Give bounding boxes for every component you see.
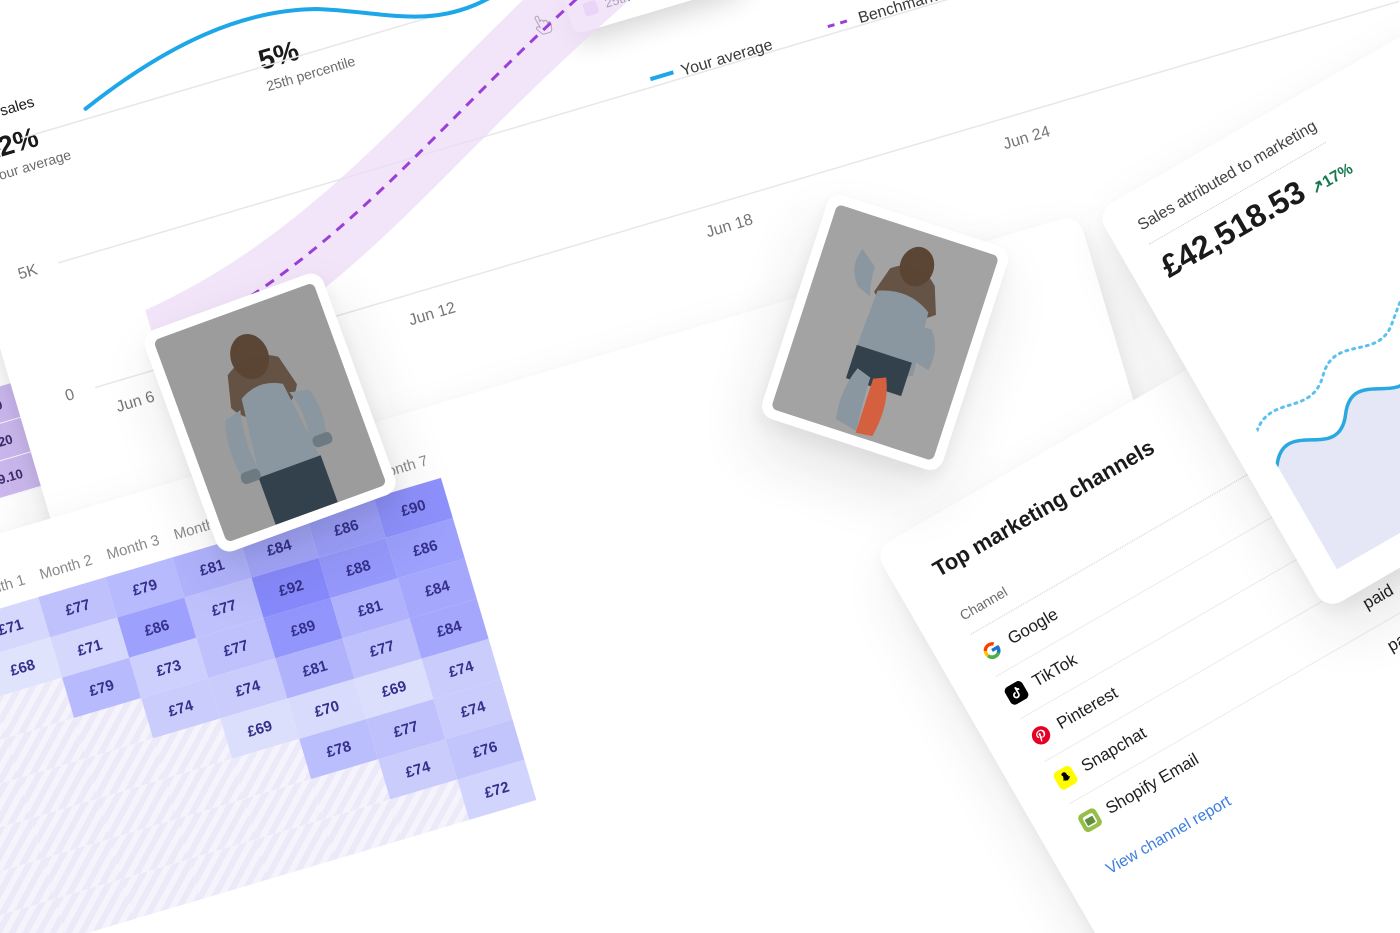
svg-text:Jun 24: Jun 24: [1001, 123, 1052, 153]
svg-text:Jun 18: Jun 18: [704, 211, 755, 241]
svg-text:0: 0: [63, 386, 76, 405]
svg-text:10K: 10K: [0, 137, 3, 161]
svg-text:5K: 5K: [16, 261, 40, 283]
svg-text:Benchmark median: Benchmark median: [856, 0, 993, 27]
svg-text:Your average: Your average: [679, 36, 775, 79]
svg-text:Jun 6: Jun 6: [114, 388, 156, 415]
svg-text:Jun 12: Jun 12: [407, 299, 458, 329]
